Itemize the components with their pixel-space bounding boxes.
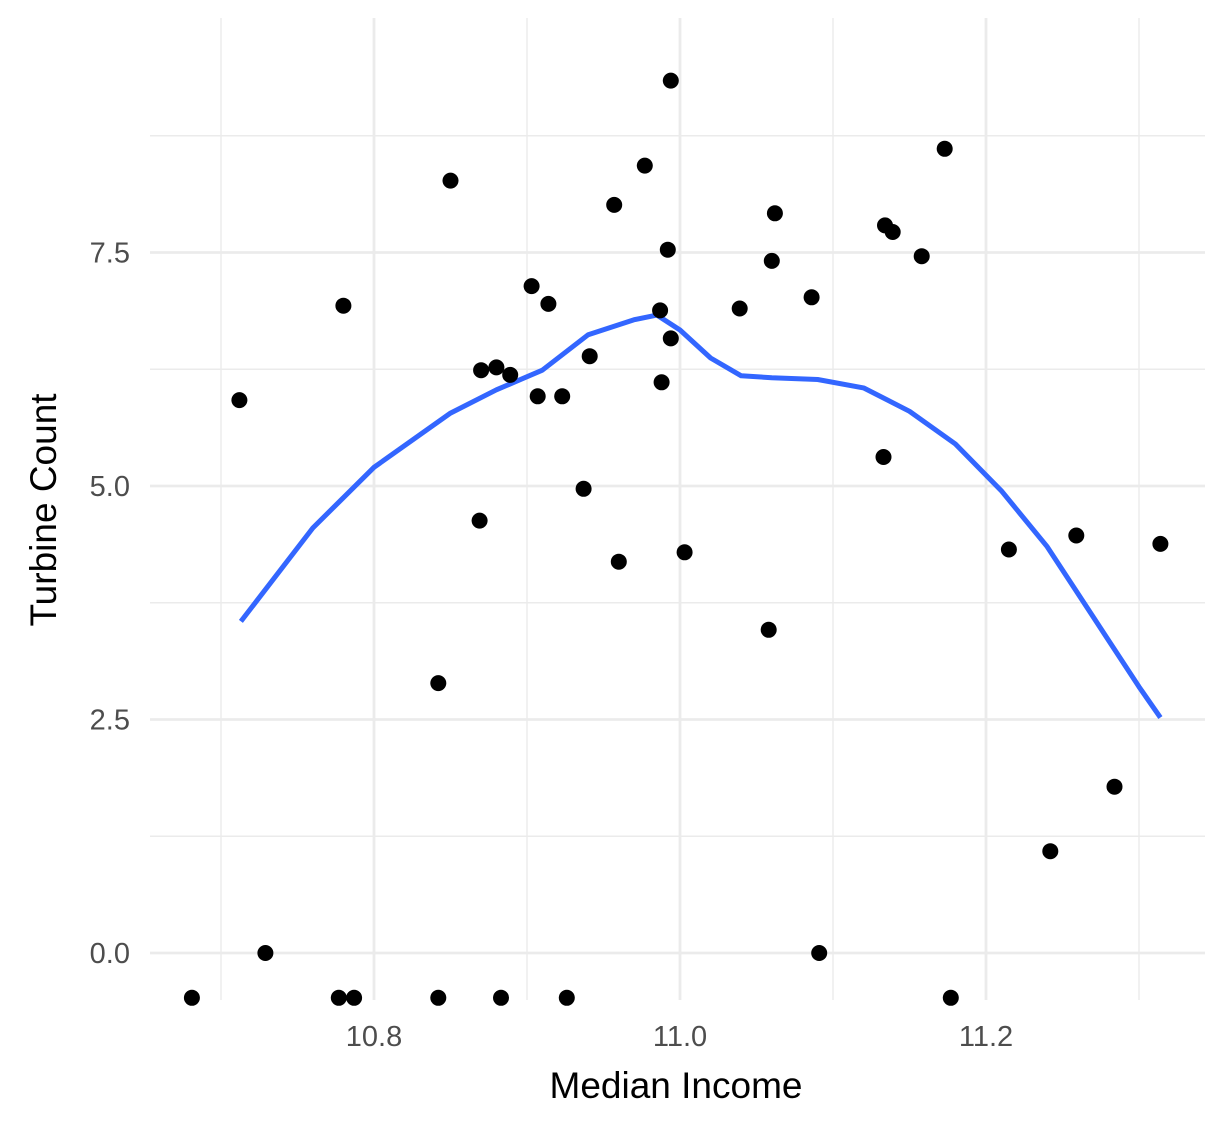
y-tick-label: 2.5 [90,705,130,737]
data-point [659,241,676,258]
data-point [913,248,930,265]
y-axis-title: Turbine Count [23,393,64,627]
data-point [676,544,693,561]
data-point [430,989,447,1006]
data-point [652,302,669,319]
data-point [581,348,598,365]
data-point [523,278,540,295]
data-point [1106,778,1123,795]
data-point [1000,541,1017,558]
data-point [529,388,546,405]
smooth-curve [238,312,1163,720]
data-point [763,252,780,269]
data-point [606,196,623,213]
data-point [636,157,653,174]
data-point [430,675,447,692]
data-point [662,330,679,347]
y-tick-label: 0.0 [90,938,130,970]
data-points [183,72,1169,1006]
major-gridlines [150,18,1205,1000]
data-point [760,621,777,638]
data-point [942,989,959,1006]
y-tick-label: 7.5 [90,238,130,270]
data-point [231,392,248,409]
data-point [442,172,459,189]
data-point [330,989,347,1006]
data-point [502,366,519,383]
data-point [335,297,352,314]
x-tick-label: 10.8 [346,1021,402,1053]
data-point [1042,843,1059,860]
data-point [766,205,783,222]
data-point [653,374,670,391]
data-point [936,140,953,157]
data-point [811,945,828,961]
x-axis-ticks: 10.8 11.0 11.2 [346,1021,1013,1053]
data-point [731,300,748,317]
data-point [183,989,200,1006]
minor-gridlines [150,18,1205,1000]
smooth-line-layer [238,312,1163,720]
x-tick-label: 11.0 [653,1021,707,1053]
data-point [540,295,557,312]
data-point [575,480,592,497]
data-point [346,989,363,1006]
data-point [662,72,679,89]
data-point [875,449,892,465]
data-point [884,224,901,240]
y-axis-ticks: 0.0 2.5 5.0 7.5 [90,238,130,971]
x-tick-label: 11.2 [959,1021,1013,1053]
data-point [803,289,820,306]
data-point [488,359,505,376]
data-point [558,989,575,1006]
data-point [471,512,488,529]
data-point [473,362,490,379]
x-axis-title: Median Income [550,1065,803,1106]
data-point [610,553,627,570]
data-point [554,388,571,405]
y-tick-label: 5.0 [90,471,130,503]
data-point [1068,527,1085,544]
data-point [1152,535,1169,552]
data-point [493,989,509,1006]
data-point [257,945,274,961]
